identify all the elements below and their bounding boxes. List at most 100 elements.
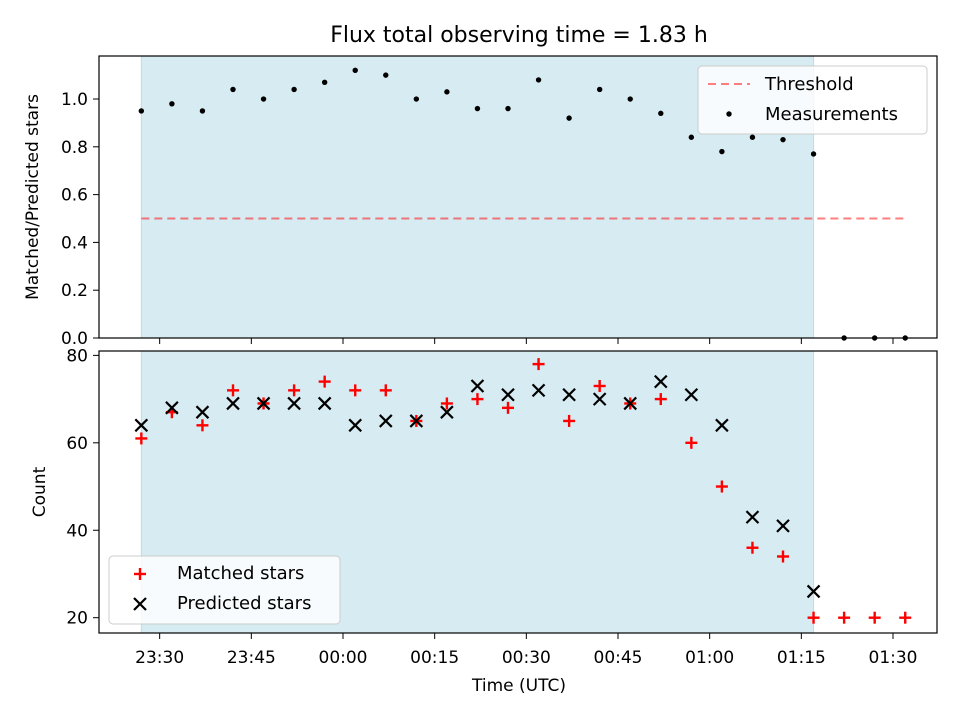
measurement-point <box>658 110 664 117</box>
predicted-star-marker <box>379 414 393 428</box>
predicted-star-marker <box>470 379 485 393</box>
matched-star-marker <box>226 384 239 397</box>
predicted-star-marker <box>715 418 729 433</box>
predicted-star-marker <box>134 418 149 433</box>
measurement-point <box>505 105 511 112</box>
top-panel: 0.0 0.2 0.4 0.6 0.8 1.0 Matched/Predicted sta… <box>23 55 938 349</box>
matched-star-marker <box>440 397 453 410</box>
x-tick-label: 00:15 <box>410 648 459 668</box>
measurement-point <box>138 108 145 114</box>
measurement-point <box>383 72 389 78</box>
measurement-point <box>260 96 267 102</box>
top-legend-box <box>697 65 928 135</box>
legend-predicted-label: Predicted stars <box>177 593 311 614</box>
predicted-star-marker <box>440 405 454 419</box>
x-tick-label: 01:00 <box>685 648 734 668</box>
predicted-star-marker <box>562 387 576 402</box>
measurement-point <box>230 86 236 93</box>
predicted-star-marker <box>654 374 668 389</box>
predicted-star-marker <box>501 387 515 402</box>
y-tick-label: 0.0 <box>61 329 88 349</box>
y-tick-label: 1.0 <box>61 90 88 110</box>
matched-star-marker <box>471 393 484 406</box>
y-tick-label: 0.8 <box>61 138 88 158</box>
measurement-point <box>596 86 603 93</box>
measurement-point <box>627 96 633 102</box>
legend-matched-label: Matched stars <box>177 563 304 584</box>
top-axes-frame <box>98 55 938 339</box>
bottom-panel: 20 40 60 80 23:30 23:45 00:00 00:15 00:30 00:45 0… <box>30 346 938 696</box>
matched-star-marker <box>746 541 759 554</box>
measurement-point <box>169 101 175 107</box>
legend-matched-swatch <box>134 568 146 580</box>
predicted-star-marker <box>745 510 760 524</box>
figure-title: Flux total observing time = 1.83 h <box>330 23 708 48</box>
predicted-star-marker <box>623 396 638 411</box>
predicted-star-marker <box>806 584 821 599</box>
predicted-star-marker <box>256 396 271 411</box>
y-tick-label: 0.4 <box>61 233 88 253</box>
y-tick-label: 80 <box>66 346 88 366</box>
measurement-point <box>413 96 420 102</box>
matched-star-marker <box>685 436 698 449</box>
legend-predicted-swatch <box>133 597 147 611</box>
predicted-star-marker <box>165 401 179 415</box>
y-tick-label: 60 <box>66 434 88 454</box>
matched-star-marker <box>502 401 515 414</box>
y-tick-label: 40 <box>66 521 88 541</box>
predicted-star-marker <box>409 414 424 428</box>
matched-star-marker <box>318 375 331 388</box>
measurement-point <box>291 86 297 93</box>
measurement-point <box>810 151 817 157</box>
top-legend: Threshold Measurements <box>697 65 928 135</box>
predicted-star-marker <box>287 396 301 411</box>
x-axis-label: Time (UTC) <box>471 676 566 696</box>
bottom-axes-frame <box>98 350 938 634</box>
matched-star-marker <box>196 419 209 432</box>
predicted-star-marker <box>531 383 546 398</box>
legend-threshold-label: Threshold <box>764 74 854 95</box>
legend-measurements-label: Measurements <box>765 104 898 125</box>
matched-star-marker <box>838 611 851 624</box>
measurement-point <box>780 136 786 143</box>
matched-star-marker <box>654 393 667 406</box>
predicted-star-marker <box>776 519 790 533</box>
x-tick-label: 23:30 <box>135 648 184 668</box>
measurement-point <box>199 108 206 114</box>
measurement-point <box>321 79 328 85</box>
bottom-y-axis-label: Count <box>30 466 50 517</box>
y-tick-label: 20 <box>66 609 88 629</box>
predicted-star-marker <box>317 396 332 411</box>
matched-star-marker <box>349 384 362 397</box>
matched-star-marker <box>532 358 545 371</box>
matched-star-marker <box>715 480 728 493</box>
measurement-point <box>566 115 572 121</box>
measurement-point <box>474 105 481 112</box>
predicted-star-marker <box>592 392 607 406</box>
matched-star-marker <box>379 384 392 397</box>
y-tick-label: 0.6 <box>61 186 88 206</box>
matched-star-marker <box>807 611 820 624</box>
x-tick-label: 00:00 <box>319 648 368 668</box>
measurement-point <box>688 134 695 140</box>
matched-star-marker <box>135 432 148 445</box>
predicted-star-marker <box>195 405 210 419</box>
top-y-axis-label: Matched/Predicted stars <box>23 94 43 300</box>
predicted-star-marker <box>226 396 240 411</box>
measurement-point <box>719 148 725 155</box>
measurement-point <box>535 77 542 83</box>
matched-star-marker <box>777 550 790 563</box>
x-tick-label: 23:45 <box>227 648 276 668</box>
bottom-legend: Matched stars Predicted stars <box>108 555 341 625</box>
matched-star-marker <box>563 414 576 427</box>
bottom-legend-box <box>108 555 341 625</box>
predicted-star-marker <box>348 418 363 433</box>
x-tick-label: 00:45 <box>594 648 643 668</box>
matched-star-marker <box>868 611 881 624</box>
measurement-point <box>749 134 756 140</box>
y-tick-label: 0.2 <box>61 281 88 301</box>
matched-star-marker <box>593 379 606 392</box>
predicted-star-marker <box>684 387 699 402</box>
matched-star-marker <box>288 384 301 397</box>
